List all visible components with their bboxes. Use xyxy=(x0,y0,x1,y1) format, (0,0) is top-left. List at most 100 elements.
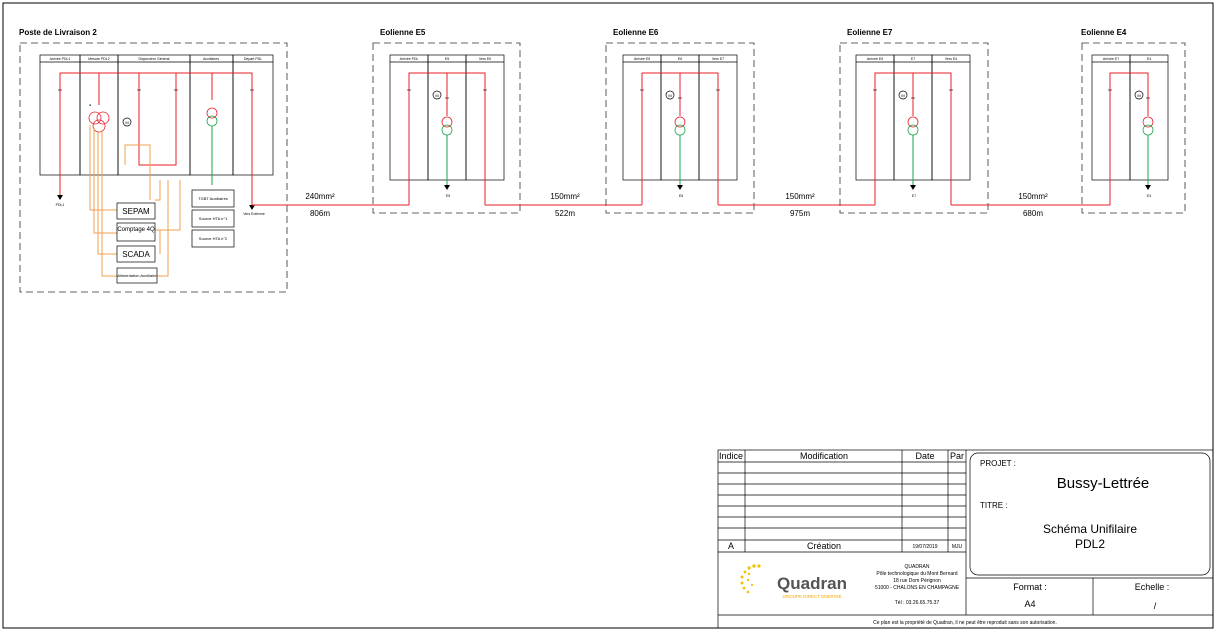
e7-breaker-icon: M xyxy=(898,90,908,100)
svg-text:GROUPE DIRECT ENERGIE: GROUPE DIRECT ENERGIE xyxy=(783,594,842,599)
e4-bottom-label: E4 xyxy=(1147,194,1151,198)
source-hta1-box: Source HTA n°1 xyxy=(191,209,235,228)
poste-livraison: Poste de Livraison 2 Arrivée PDL1 Mesure… xyxy=(19,28,288,293)
cable-1-section: 240mm² xyxy=(305,192,335,201)
revision-par: MJU xyxy=(952,544,963,550)
e5-transformer-icon xyxy=(441,116,453,185)
svg-text:Source HTA n°1: Source HTA n°1 xyxy=(199,216,228,221)
cable-3-length: 975m xyxy=(790,209,810,218)
sepam-box: SEPAM xyxy=(116,202,156,220)
e6-dashed-frame xyxy=(605,42,755,214)
projet-label: PROJET : xyxy=(980,459,1016,468)
titre-value-2: PDL2 xyxy=(1075,537,1105,551)
svg-text:SEPAM: SEPAM xyxy=(122,207,150,216)
e4-dashed-frame xyxy=(1081,42,1186,214)
depart-arrow-icon xyxy=(249,205,255,210)
format-label: Format : xyxy=(1013,582,1047,592)
e4-cell-1: Arrivée E7 xyxy=(1103,57,1119,61)
par-header: Par xyxy=(950,451,964,461)
eolienne-e7-title: Eolienne E7 xyxy=(847,28,893,37)
svg-text:M: M xyxy=(901,93,904,98)
eolienne-e7: Eolienne E7 Arrivée E6 E7 Vers E4 M E7 xyxy=(839,28,989,214)
cable-2-section: 150mm² xyxy=(550,192,580,201)
indice-header: Indice xyxy=(719,451,743,461)
scada-box: SCADA xyxy=(116,245,156,263)
poste-cells xyxy=(39,54,274,176)
svg-text:SCADA: SCADA xyxy=(122,250,150,259)
echelle-label: Echelle : xyxy=(1135,582,1170,592)
company-line2: 18 rue Dom Pérignon xyxy=(893,578,941,584)
company-phone: Tél : 03.26.65.75.37 xyxy=(895,600,940,606)
e6-cell-2: E6 xyxy=(678,57,682,61)
poste-cell-label-5: Départ PDL xyxy=(244,57,262,61)
e7-dashed-frame xyxy=(839,42,989,214)
title-block xyxy=(717,449,1214,629)
e5-breaker-icon: M xyxy=(432,90,442,100)
comptage-box: Comptage 4Q xyxy=(116,222,156,242)
eolienne-e5: Eolienne E5 Arrivée PDL E5 Vers E6 M E5 xyxy=(372,28,521,214)
date-header: Date xyxy=(915,451,934,461)
svg-text:Comptage 4Q: Comptage 4Q xyxy=(117,227,155,233)
eolienne-e4: Eolienne E4 Arrivée E7 E4 M E4 xyxy=(1081,28,1186,214)
source-hta2-box: Source HTA n°2 xyxy=(191,229,235,248)
titre-value-1: Schéma Unifilaire xyxy=(1043,522,1137,536)
svg-text:Source HTA n°2: Source HTA n°2 xyxy=(199,236,228,241)
revision-modification: Création xyxy=(807,541,841,551)
e6-cell-1: Arrivée E5 xyxy=(634,57,650,61)
e7-arrow-icon xyxy=(910,185,916,190)
poste-dashed-frame xyxy=(19,42,288,293)
company-name: QUADRAN xyxy=(904,564,929,570)
svg-text:Quadran: Quadran xyxy=(777,574,847,593)
e4-arrow-icon xyxy=(1145,185,1151,190)
e6-breaker-icon: M xyxy=(665,90,675,100)
e5-dashed-frame xyxy=(372,42,521,214)
e5-bottom-label: E5 xyxy=(446,194,450,198)
e6-bottom-label: E6 xyxy=(679,194,683,198)
quadran-logo: Quadran GROUPE DIRECT ENERGIE xyxy=(740,564,847,599)
eolienne-e6-title: Eolienne E6 xyxy=(613,28,659,37)
poste-title: Poste de Livraison 2 xyxy=(19,28,97,37)
svg-text:Alimentation Auxiliaire: Alimentation Auxiliaire xyxy=(117,273,157,278)
e6-transformer-icon xyxy=(674,116,686,185)
e7-cell-2: E7 xyxy=(911,57,915,61)
e6-arrow-icon xyxy=(677,185,683,190)
modification-header: Modification xyxy=(800,451,848,461)
aux-transformer-icon xyxy=(206,107,218,185)
revision-indice: A xyxy=(728,541,734,551)
revision-date: 19/07/2019 xyxy=(912,544,937,550)
ownership-footer: Ce plan est la propriété de Quadran, il … xyxy=(873,620,1057,626)
e5-cell-3: Vers E6 xyxy=(479,57,491,61)
orange-wiring xyxy=(89,125,181,277)
eolienne-e5-title: Eolienne E5 xyxy=(380,28,426,37)
company-line3: 51000 - CHALONS EN CHAMPAGNE xyxy=(875,585,960,591)
alim-aux-box: Alimentation Auxiliaire xyxy=(116,267,158,284)
company-line1: Pôle technologique du Mont Bernard xyxy=(876,571,957,577)
svg-text:M: M xyxy=(1137,93,1140,98)
e7-cell-3: Vers E4 xyxy=(945,57,957,61)
projet-value: Bussy-Lettrée xyxy=(1057,475,1150,492)
e4-breaker-icon: M xyxy=(1134,90,1144,100)
echelle-value: / xyxy=(1154,601,1157,611)
format-value: A4 xyxy=(1024,599,1035,609)
tgbt-box: TGBT Auxiliaires xyxy=(191,189,235,208)
titre-label: TITRE : xyxy=(980,501,1008,510)
pdl1-arrow-icon xyxy=(57,195,63,200)
e6-cell-3: Vers E7 xyxy=(712,57,724,61)
svg-text:M: M xyxy=(435,93,438,98)
cable-labels: 240mm² 806m 150mm² 522m 150mm² 975m 150m… xyxy=(305,192,1048,218)
e7-transformer-icon xyxy=(907,116,919,185)
cable-1-length: 806m xyxy=(310,209,330,218)
e5-arrow-icon xyxy=(444,185,450,190)
poste-bottom-left: PDL1 xyxy=(56,203,65,207)
mesure-annotation: ● xyxy=(89,103,91,107)
svg-text:M: M xyxy=(668,93,671,98)
cable-4-section: 150mm² xyxy=(1018,192,1048,201)
e7-cell-1: Arrivée E6 xyxy=(867,57,883,61)
poste-cell-label-3: Disjoncteur Général xyxy=(139,57,170,61)
poste-bottom-right: Vers Eolienne xyxy=(243,212,265,216)
poste-cell-label-1: Arrivée PDL1 xyxy=(50,57,71,61)
e4-cell-2: E4 xyxy=(1147,57,1151,61)
